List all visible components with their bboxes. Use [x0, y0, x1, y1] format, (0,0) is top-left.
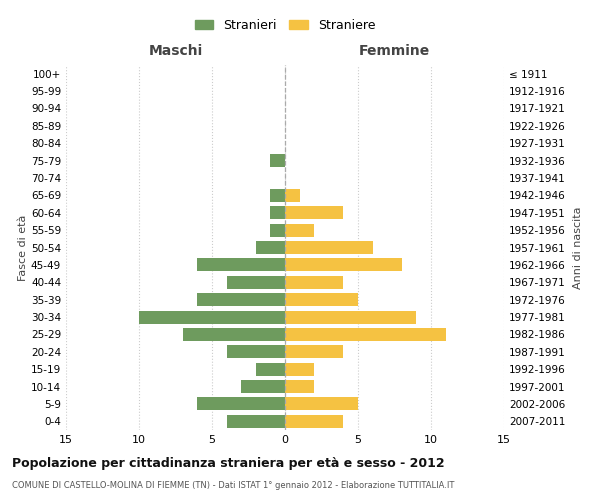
Bar	[285, 224, 314, 236]
Bar	[285, 380, 314, 393]
Bar	[139, 310, 285, 324]
Bar	[227, 276, 285, 289]
Bar	[285, 362, 314, 376]
Text: Femmine: Femmine	[359, 44, 430, 58]
Bar	[271, 154, 285, 167]
Bar	[285, 241, 373, 254]
Text: Popolazione per cittadinanza straniera per età e sesso - 2012: Popolazione per cittadinanza straniera p…	[12, 458, 445, 470]
Bar	[197, 293, 285, 306]
Bar	[241, 380, 285, 393]
Bar	[285, 293, 358, 306]
Bar	[256, 241, 285, 254]
Bar	[285, 276, 343, 289]
Bar	[256, 362, 285, 376]
Y-axis label: Anni di nascita: Anni di nascita	[572, 206, 583, 289]
Bar	[285, 328, 446, 341]
Bar	[271, 206, 285, 220]
Bar	[285, 258, 402, 272]
Bar	[183, 328, 285, 341]
Bar	[285, 206, 343, 220]
Y-axis label: Fasce di età: Fasce di età	[18, 214, 28, 280]
Bar	[285, 398, 358, 410]
Bar	[197, 398, 285, 410]
Bar	[227, 415, 285, 428]
Bar	[285, 415, 343, 428]
Text: Maschi: Maschi	[148, 44, 203, 58]
Bar	[285, 189, 299, 202]
Bar	[271, 189, 285, 202]
Bar	[197, 258, 285, 272]
Bar	[285, 346, 343, 358]
Bar	[227, 346, 285, 358]
Bar	[285, 310, 416, 324]
Legend: Stranieri, Straniere: Stranieri, Straniere	[188, 13, 382, 38]
Text: COMUNE DI CASTELLO-MOLINA DI FIEMME (TN) - Dati ISTAT 1° gennaio 2012 - Elaboraz: COMUNE DI CASTELLO-MOLINA DI FIEMME (TN)…	[12, 481, 454, 490]
Bar	[271, 224, 285, 236]
